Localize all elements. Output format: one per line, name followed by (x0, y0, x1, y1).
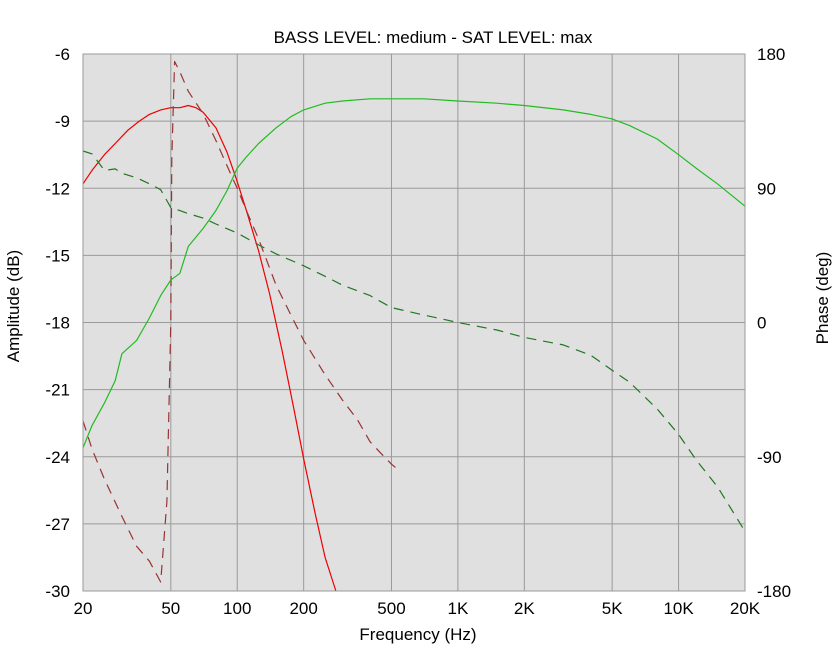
x-tick-label: 500 (377, 599, 405, 618)
y2-tick-label: -180 (757, 582, 791, 601)
x-tick-labels: 20 50 100 200 500 1K 2K 5K 10K 20K (74, 599, 761, 618)
series-line-1 (82, 104, 337, 592)
series-line-3 (82, 98, 746, 449)
series-line-4 (82, 150, 746, 532)
series-line-2 (82, 60, 401, 583)
x-tick-label: 2K (514, 599, 535, 618)
x-tick-label: 5K (602, 599, 623, 618)
y2-axis-title: Phase (deg) (813, 252, 832, 345)
y2-tick-label: 180 (757, 45, 785, 64)
y-tick-label: -27 (45, 515, 70, 534)
y2-tick-label: 90 (757, 179, 776, 198)
y-tick-label: -12 (45, 179, 70, 198)
series-layer (82, 60, 746, 592)
y-tick-label: -6 (55, 45, 70, 64)
y2-tick-label: 0 (757, 314, 766, 333)
x-tick-label: 1K (448, 599, 469, 618)
y-axis-title: Amplitude (dB) (4, 250, 23, 362)
y-tick-label: -15 (45, 246, 70, 265)
y-tick-label: -30 (45, 582, 70, 601)
y2-tick-labels: 180 90 0 -90 -180 (757, 45, 791, 601)
x-tick-label: 50 (161, 599, 180, 618)
y-tick-label: -18 (45, 314, 70, 333)
x-tick-label: 100 (223, 599, 251, 618)
x-axis-title: Frequency (Hz) (359, 625, 476, 644)
x-tick-label: 20K (730, 599, 761, 618)
x-tick-label: 10K (663, 599, 694, 618)
y2-tick-label: -90 (757, 448, 782, 467)
y-tick-label: -21 (45, 381, 70, 400)
plot-border (82, 53, 746, 592)
y-tick-label: -24 (45, 448, 70, 467)
x-tick-label: 200 (289, 599, 317, 618)
chart-title: BASS LEVEL: medium - SAT LEVEL: max (274, 28, 593, 47)
y-tick-labels: -6 -9 -12 -15 -18 -21 -24 -27 -30 (45, 45, 70, 601)
x-tick-label: 20 (74, 599, 93, 618)
y-tick-label: -9 (55, 112, 70, 131)
